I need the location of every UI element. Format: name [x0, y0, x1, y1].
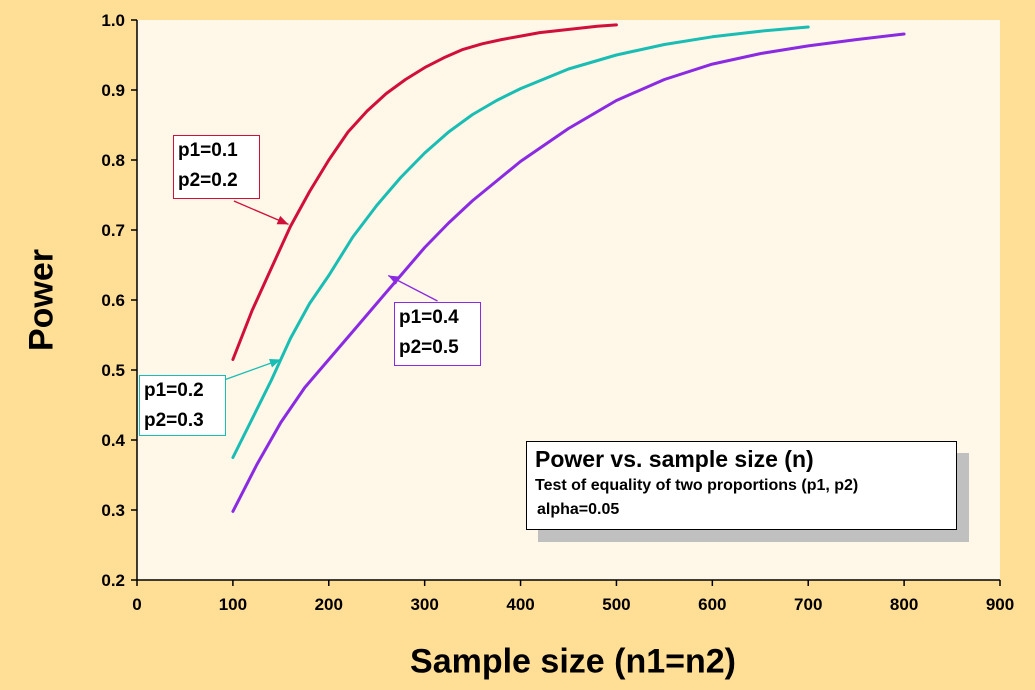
x-tick-label: 600	[698, 595, 726, 614]
x-tick-label: 700	[794, 595, 822, 614]
chart-subtitle: Test of equality of two proportions (p1,…	[535, 477, 859, 494]
y-axis-label: Power	[22, 248, 61, 352]
annotation-red-line-1: p1=0.1	[178, 140, 238, 161]
x-tick-label: 300	[410, 595, 438, 614]
annotation-red: p1=0.1 p2=0.2	[173, 135, 260, 199]
y-tick-label: 0.2	[101, 571, 125, 590]
y-tick-label: 0.9	[101, 81, 125, 100]
x-tick-label: 100	[219, 595, 247, 614]
y-tick-label: 0.7	[101, 221, 125, 240]
info-box: Power vs. sample size (n) Test of equali…	[526, 441, 957, 530]
x-tick-label: 500	[602, 595, 630, 614]
x-tick-label: 0	[132, 595, 141, 614]
y-tick-label: 1.0	[101, 11, 125, 30]
annotation-teal-line-2: p2=0.3	[144, 410, 204, 431]
annotation-purple-line-2: p2=0.5	[399, 337, 459, 358]
annotation-purple: p1=0.4 p2=0.5	[394, 302, 481, 366]
chart-title: Power vs. sample size (n)	[535, 446, 814, 472]
y-tick-label: 0.3	[101, 501, 125, 520]
y-tick-label: 0.6	[101, 291, 125, 310]
y-tick-label: 0.8	[101, 151, 125, 170]
x-tick-label: 800	[890, 595, 918, 614]
annotation-teal: p1=0.2 p2=0.3	[139, 375, 226, 436]
series-red-line	[231, 23, 618, 361]
annotation-teal-line-1: p1=0.2	[144, 380, 204, 401]
series-purple-line	[231, 32, 906, 513]
series-teal-line	[231, 25, 810, 459]
annotation-red-line-2: p2=0.2	[178, 170, 238, 191]
y-tick-label: 0.4	[101, 431, 125, 450]
x-axis-label: Sample size (n1=n2)	[410, 642, 736, 681]
annotation-arrowhead	[388, 275, 401, 285]
annotation-arrowhead	[269, 359, 281, 368]
x-tick-label: 200	[315, 595, 343, 614]
alpha-note: alpha=0.05	[537, 501, 620, 518]
x-tick-label: 400	[506, 595, 534, 614]
x-tick-label: 900	[986, 595, 1014, 614]
annotation-arrowhead	[276, 215, 289, 225]
y-tick-label: 0.5	[101, 361, 125, 380]
annotation-purple-line-1: p1=0.4	[399, 307, 459, 328]
